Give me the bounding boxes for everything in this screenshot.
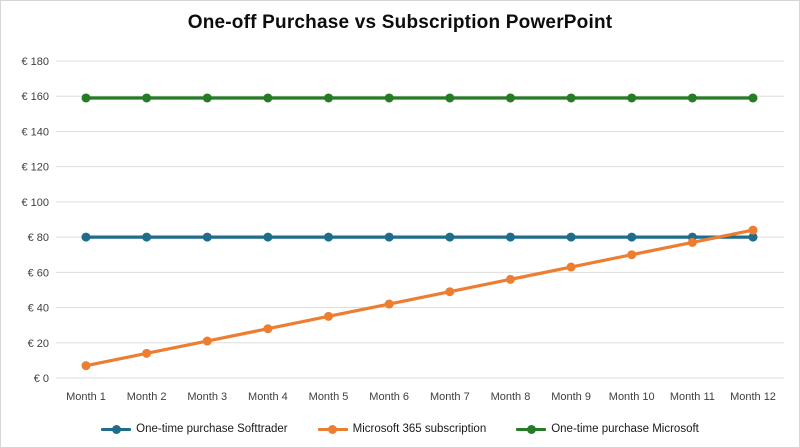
- y-tick-label: € 100: [21, 197, 49, 209]
- data-point: [384, 232, 394, 242]
- data-point: [566, 262, 576, 272]
- data-point: [627, 232, 637, 242]
- data-point: [263, 232, 273, 242]
- data-point: [748, 225, 758, 235]
- line-marker-icon: [317, 424, 348, 434]
- data-point: [445, 232, 455, 242]
- y-tick-label: € 80: [28, 232, 49, 244]
- x-tick-label: Month 3: [187, 391, 227, 403]
- x-tick-label: Month 6: [369, 391, 409, 403]
- line-marker-icon: [516, 424, 547, 434]
- line-marker-icon: [101, 424, 132, 434]
- data-point: [627, 93, 637, 103]
- data-point: [324, 311, 334, 321]
- data-point: [142, 348, 152, 358]
- y-tick-label: € 0: [34, 373, 49, 385]
- data-point: [627, 250, 637, 260]
- data-point: [748, 232, 758, 242]
- data-point: [81, 361, 91, 371]
- x-tick-label: Month 9: [551, 391, 591, 403]
- data-point: [445, 93, 455, 103]
- legend-label-softtrader: One-time purchase Softtrader: [136, 423, 288, 435]
- data-point: [202, 336, 212, 346]
- data-point: [81, 93, 91, 103]
- data-point: [505, 274, 515, 284]
- data-point: [384, 299, 394, 309]
- data-point: [687, 93, 697, 103]
- x-tick-label: Month 5: [309, 391, 349, 403]
- y-tick-label: € 160: [21, 91, 49, 103]
- x-tick-label: Month 8: [491, 391, 531, 403]
- data-point: [445, 287, 455, 297]
- y-tick-label: € 140: [21, 126, 49, 138]
- data-point: [142, 232, 152, 242]
- data-point: [505, 232, 515, 242]
- y-tick-label: € 60: [28, 267, 49, 279]
- data-point: [687, 237, 697, 247]
- x-tick-label: Month 4: [248, 391, 288, 403]
- data-point: [324, 232, 334, 242]
- x-tick-label: Month 1: [66, 391, 106, 403]
- data-point: [142, 93, 152, 103]
- legend-item-microsoft: One-time purchase Microsoft: [516, 423, 699, 435]
- data-point: [748, 93, 758, 103]
- data-point: [263, 93, 273, 103]
- x-tick-label: Month 12: [730, 391, 776, 403]
- chart-legend: One-time purchase Softtrader Microsoft 3…: [1, 423, 799, 435]
- legend-item-subscription: Microsoft 365 subscription: [317, 423, 487, 435]
- chart-title: One-off Purchase vs Subscription PowerPo…: [187, 12, 613, 33]
- data-point: [81, 232, 91, 242]
- data-point: [566, 232, 576, 242]
- series-line: [84, 228, 755, 368]
- data-point: [566, 93, 576, 103]
- legend-label-subscription: Microsoft 365 subscription: [352, 423, 487, 435]
- legend-label-microsoft: One-time purchase Microsoft: [551, 423, 699, 435]
- data-point: [324, 93, 334, 103]
- data-point: [505, 93, 515, 103]
- y-tick-label: € 20: [28, 338, 49, 350]
- legend-item-softtrader: One-time purchase Softtrader: [101, 423, 288, 435]
- x-tick-label: Month 2: [127, 391, 167, 403]
- x-tick-label: Month 10: [609, 391, 655, 403]
- x-tick-label: Month 7: [430, 391, 470, 403]
- data-point: [384, 93, 394, 103]
- y-tick-label: € 120: [21, 162, 49, 174]
- x-tick-label: Month 11: [670, 391, 715, 403]
- data-point: [202, 232, 212, 242]
- data-point: [263, 324, 273, 334]
- y-tick-label: € 40: [28, 303, 49, 315]
- y-tick-label: € 180: [21, 56, 49, 68]
- data-point: [202, 93, 212, 103]
